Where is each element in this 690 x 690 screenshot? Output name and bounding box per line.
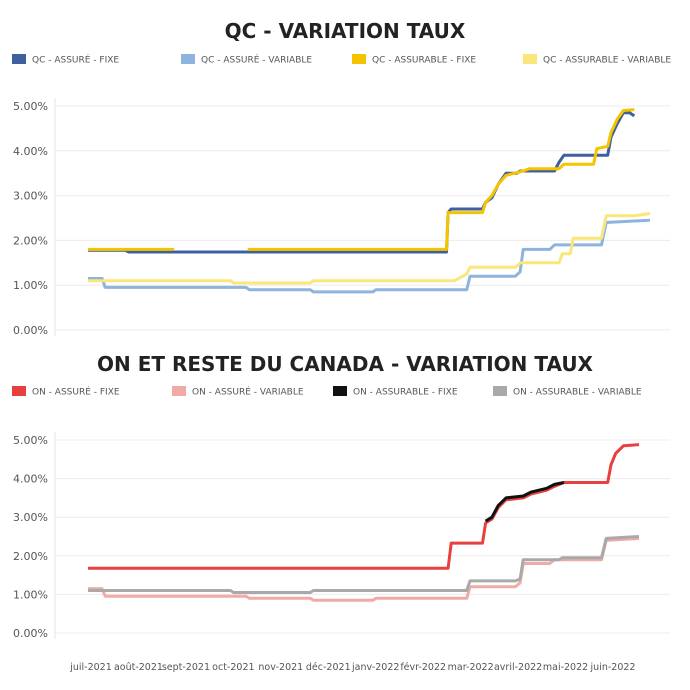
x-tick-label: oct-2021 (212, 662, 254, 673)
legend-label: QC - ASSURÉ - FIXE (32, 54, 119, 66)
legend-label: QC - ASSURABLE - VARIABLE (543, 56, 671, 66)
y-tick-label: 5.00% (13, 100, 48, 113)
x-tick-label: juin-2022 (590, 662, 636, 673)
series-line (88, 212, 651, 285)
legend-swatch (493, 386, 507, 396)
legend-label: ON - ASSURABLE - VARIABLE (513, 388, 642, 398)
chart-title: QC - VARIATION TAUX (225, 19, 466, 43)
legend-swatch (523, 54, 537, 64)
series-line (484, 481, 565, 523)
y-tick-label: 1.00% (13, 279, 48, 292)
legend-label: QC - ASSURABLE - FIXE (372, 56, 476, 66)
series-line (88, 535, 640, 594)
x-tick-label: juil-2021 (69, 662, 112, 673)
x-tick-label: janv-2022 (351, 662, 399, 673)
legend-label: ON - ASSURÉ - FIXE (32, 386, 120, 398)
chart-2: ON ET RESTE DU CANADA - VARIATION TAUX ON… (12, 352, 670, 640)
legend-label: QC - ASSURÉ - VARIABLE (201, 54, 312, 66)
x-tick-label: mai-2022 (543, 662, 588, 673)
legend-swatch (172, 386, 186, 396)
y-tick-label: 4.00% (13, 473, 48, 486)
series-line (88, 108, 635, 251)
chart-1: QC - VARIATION TAUX QC - ASSURÉ - FIXE QC … (12, 19, 671, 337)
y-tick-label: 5.00% (13, 434, 48, 447)
y-tick-label: 1.00% (13, 588, 48, 601)
y-tick-label: 0.00% (13, 324, 48, 337)
legend-swatch (12, 386, 26, 396)
series-line (88, 218, 651, 294)
legend-swatch (352, 54, 366, 64)
series-line (88, 443, 640, 570)
x-tick-label: févr-2022 (400, 662, 446, 673)
x-tick-label: nov-2021 (258, 662, 303, 673)
y-tick-label: 3.00% (13, 511, 48, 524)
x-tick-label: mar-2022 (448, 662, 494, 673)
x-tick-label: sept-2021 (162, 662, 210, 673)
y-tick-label: 2.00% (13, 234, 48, 247)
x-tick-label: août-2021 (114, 662, 163, 673)
legend-swatch (333, 386, 347, 396)
series-line (88, 111, 636, 254)
legend-label: ON - ASSURÉ - VARIABLE (192, 386, 304, 398)
chart-title: ON ET RESTE DU CANADA - VARIATION TAUX (97, 352, 594, 376)
legend-label: ON - ASSURABLE - FIXE (353, 388, 458, 398)
y-tick-label: 2.00% (13, 550, 48, 563)
x-tick-label: déc-2021 (306, 662, 351, 673)
legend-swatch (181, 54, 195, 64)
y-tick-label: 3.00% (13, 190, 48, 203)
x-tick-label: avril-2022 (494, 662, 542, 673)
y-tick-label: 4.00% (13, 145, 48, 158)
legend-swatch (12, 54, 26, 64)
y-tick-label: 0.00% (13, 627, 48, 640)
